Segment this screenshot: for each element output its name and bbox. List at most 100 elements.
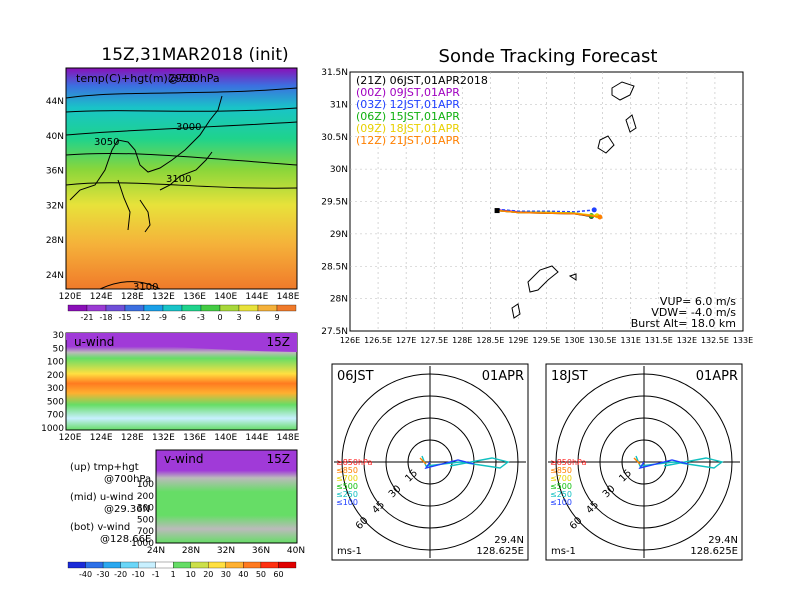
tick-label: 129.5E xyxy=(533,336,561,345)
u-wind-time: 15Z xyxy=(267,335,291,349)
hodo-legend-item: ≤850 xyxy=(336,466,358,475)
u-wind-pressure-axis: 30 50 100 200 300 500 700 1000 xyxy=(41,331,64,434)
hodo-legend-item: ≤500 xyxy=(336,482,358,491)
tick-label: 130.5E xyxy=(589,336,617,345)
tick-label: 127E xyxy=(396,336,416,345)
hodo-time: 06JST xyxy=(337,369,374,384)
track-lat-axis: 31.5N 31N 30.5N 30N 29.5N 29N 28.5N 28N 27.5N xyxy=(321,68,348,337)
tick-label: 128E xyxy=(121,292,144,302)
tick-label: 24N xyxy=(147,546,165,556)
colorbar-cell xyxy=(200,304,221,312)
tick-label: 300 xyxy=(47,384,64,394)
tick-label: 24N xyxy=(46,271,64,281)
tick-label: 1000 xyxy=(131,539,154,549)
colorbar-label: -18 xyxy=(99,313,112,322)
hodo-legend-item: ≤100 xyxy=(550,498,572,507)
u-wind-label: u-wind xyxy=(74,335,114,349)
height-contour xyxy=(65,182,298,189)
tick-label: 131E xyxy=(621,336,641,345)
track-end-point xyxy=(591,207,597,213)
tick-label: 100 xyxy=(47,358,64,368)
tick-label: 40N xyxy=(287,546,305,556)
hodo-lat: 29.4N xyxy=(708,535,738,546)
v-wind-label: v-wind xyxy=(164,452,203,466)
u-wind-lon-axis: 120E 124E 128E 132E 136E 140E 144E 148E xyxy=(59,433,300,443)
tick-label: 29.5N xyxy=(321,198,348,208)
legend-item: (06Z) 15JST,01APR xyxy=(356,110,460,123)
tick-label: 128E xyxy=(452,336,472,345)
hodo-lon: 128.625E xyxy=(690,546,738,557)
height-contour xyxy=(65,121,298,136)
track-grid xyxy=(350,72,743,331)
colorbar-cell xyxy=(278,561,297,569)
colorbar-label: -15 xyxy=(118,313,131,322)
colorbar-cell xyxy=(67,304,88,312)
tick-label: 120E xyxy=(59,292,82,302)
tick-label: 144E xyxy=(245,433,268,443)
note-up: (up) tmp+hgt xyxy=(70,462,139,473)
colorbar-label: -3 xyxy=(197,313,205,322)
sonde-tracks xyxy=(494,207,603,220)
track-legend: (21Z) 06JST,01APR2018 (00Z) 09JST,01APR … xyxy=(356,74,488,147)
tick-label: 140E xyxy=(214,292,237,302)
temperature-map: temp(C)+hgt(m)@700hPa 2950 3000 3050 310… xyxy=(65,67,298,293)
tick-label: 32N xyxy=(217,546,235,556)
colorbar-label: 10 xyxy=(186,570,196,579)
island xyxy=(527,265,559,293)
colorbar-cell xyxy=(120,561,139,569)
colorbar-label: 9 xyxy=(274,313,279,322)
colorbar-label: 60 xyxy=(273,570,283,579)
note-bot-sub: @128.66E xyxy=(100,534,151,545)
tick-label: 128.5E xyxy=(476,336,504,345)
track-map: (21Z) 06JST,01APR2018 (00Z) 09JST,01APR … xyxy=(349,71,744,332)
hodograph-trace xyxy=(421,455,510,469)
hodo-legend-item: ≤850 xyxy=(550,466,572,475)
colorbar-label: 6 xyxy=(255,313,260,322)
tick-label: 28.5N xyxy=(321,262,348,272)
hodo-date: 01APR xyxy=(482,369,524,384)
tick-label: 28N xyxy=(182,546,200,556)
tick-label: 132.5E xyxy=(701,336,729,345)
contour-label: 3050 xyxy=(94,137,119,148)
tick-label: 148E xyxy=(277,292,300,302)
colorbar-label: -9 xyxy=(159,313,167,322)
colorbar-label: 20 xyxy=(203,570,213,579)
tick-label: 124E xyxy=(90,292,113,302)
vdw-info: VDW= -4.0 m/s xyxy=(651,306,736,319)
height-contour xyxy=(65,87,298,99)
tick-label: 200 xyxy=(137,492,154,502)
colorbar-label: 1 xyxy=(171,570,176,579)
contour-label: 3100 xyxy=(166,174,191,185)
burst-info: Burst Alt= 18.0 km xyxy=(631,317,736,330)
tick-label: 148E xyxy=(277,433,300,443)
tick-label: 127.5E xyxy=(420,336,448,345)
note-bot: (bot) v-wind xyxy=(70,522,130,533)
v-wind-panel: v-wind 15Z xyxy=(155,449,298,544)
height-contour xyxy=(99,281,161,290)
colorbar-cell xyxy=(124,304,145,312)
island xyxy=(511,303,521,319)
legend-item: (12Z) 21JST,01APR xyxy=(356,134,460,147)
legend-item: (03Z) 12JST,01APR xyxy=(356,98,460,111)
tick-label: 132E xyxy=(152,292,175,302)
colorbar-label: -20 xyxy=(114,570,127,579)
launch-point xyxy=(494,208,500,214)
panel-notes: (up) tmp+hgt @700hPa (mid) u-wind @29.36… xyxy=(70,462,151,545)
tick-label: 131.5E xyxy=(645,336,673,345)
tick-label: 31N xyxy=(330,100,348,110)
v-wind-lat-axis: 24N 28N 32N 36N 40N xyxy=(147,546,305,556)
tick-label: 40N xyxy=(46,132,64,142)
height-contour xyxy=(65,152,298,166)
note-mid-sub: @29.36N xyxy=(104,504,150,515)
tick-label: 36N xyxy=(252,546,270,556)
left-lat-axis: 44N 40N 36N 32N 28N 24N xyxy=(46,97,64,281)
hodo-legend-item: ≤250 xyxy=(336,490,358,499)
hodo-date: 01APR xyxy=(696,369,738,384)
tick-label: 29N xyxy=(330,230,348,240)
contour-label: 3000 xyxy=(176,122,201,133)
colorbar-cell xyxy=(105,304,126,312)
tick-label: 31.5N xyxy=(321,68,348,78)
